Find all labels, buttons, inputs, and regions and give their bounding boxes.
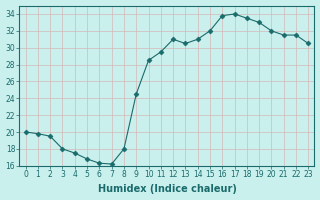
- X-axis label: Humidex (Indice chaleur): Humidex (Indice chaleur): [98, 184, 236, 194]
